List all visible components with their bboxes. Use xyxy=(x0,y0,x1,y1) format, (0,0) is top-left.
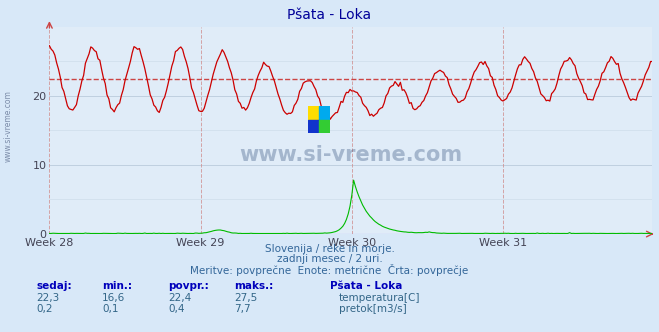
Text: 22,4: 22,4 xyxy=(168,293,191,303)
Text: pretok[m3/s]: pretok[m3/s] xyxy=(339,304,407,314)
Text: Meritve: povprečne  Enote: metrične  Črta: povprečje: Meritve: povprečne Enote: metrične Črta:… xyxy=(190,264,469,276)
Text: temperatura[C]: temperatura[C] xyxy=(339,293,420,303)
Bar xyxy=(308,120,319,133)
Text: 16,6: 16,6 xyxy=(102,293,125,303)
Text: 0,4: 0,4 xyxy=(168,304,185,314)
Bar xyxy=(308,106,319,120)
Text: Pšata - Loka: Pšata - Loka xyxy=(330,281,402,290)
Text: maks.:: maks.: xyxy=(234,281,273,290)
Text: 27,5: 27,5 xyxy=(234,293,257,303)
Text: sedaj:: sedaj: xyxy=(36,281,72,290)
Text: zadnji mesec / 2 uri.: zadnji mesec / 2 uri. xyxy=(277,254,382,264)
Text: Slovenija / reke in morje.: Slovenija / reke in morje. xyxy=(264,244,395,254)
Text: 22,3: 22,3 xyxy=(36,293,59,303)
Bar xyxy=(319,106,330,120)
Text: 0,2: 0,2 xyxy=(36,304,53,314)
Text: Pšata - Loka: Pšata - Loka xyxy=(287,8,372,22)
Text: min.:: min.: xyxy=(102,281,132,290)
Text: 0,1: 0,1 xyxy=(102,304,119,314)
Text: www.si-vreme.com: www.si-vreme.com xyxy=(3,90,13,162)
Text: povpr.:: povpr.: xyxy=(168,281,209,290)
Bar xyxy=(319,120,330,133)
Text: www.si-vreme.com: www.si-vreme.com xyxy=(239,145,463,165)
Text: 7,7: 7,7 xyxy=(234,304,250,314)
